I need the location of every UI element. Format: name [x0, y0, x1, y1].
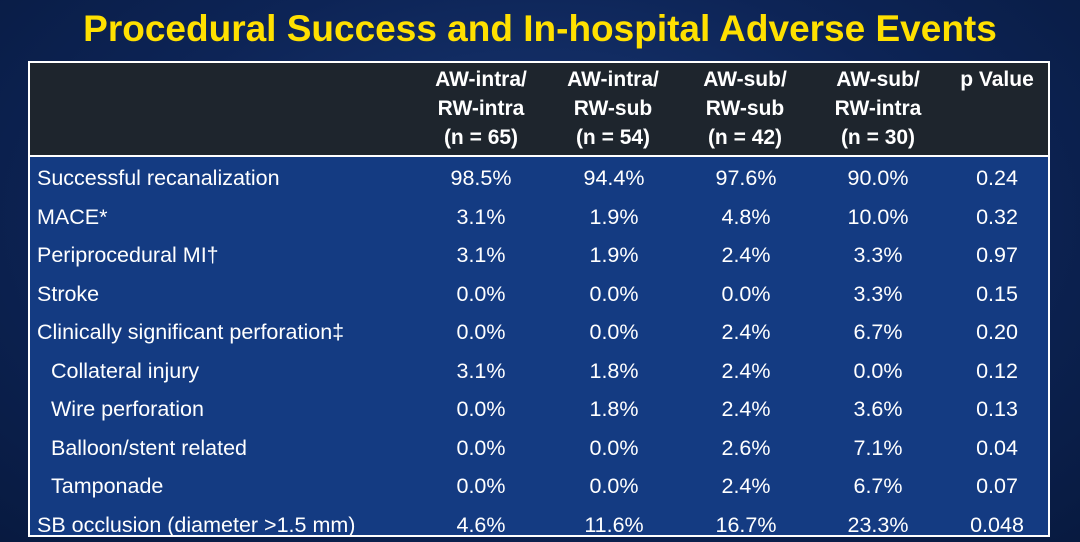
cell-value: 0.0% — [589, 320, 639, 344]
cell-value: 0.0% — [589, 435, 639, 460]
cell-value: 3.1% — [456, 204, 506, 229]
row-label: Wire perforation — [51, 397, 204, 421]
header-col-aw-sub-rw-sub: AW-sub/ RW-sub (n = 42) — [686, 65, 804, 152]
header-line: AW-intra/ — [567, 68, 659, 91]
header-line: RW-sub — [573, 97, 653, 120]
header-line: RW-sub — [705, 97, 785, 120]
cell-value: 3.6% — [853, 397, 903, 421]
cell-value: 4.8% — [721, 204, 771, 229]
cell-p-value: 0.20 — [976, 320, 1018, 344]
header-line: (n = 30) — [840, 126, 916, 149]
header-line: (n = 54) — [575, 126, 651, 149]
row-label: Tamponade — [51, 474, 164, 498]
results-table: AW-intra/ RW-intra (n = 65) AW-intra/ RW… — [28, 61, 1050, 537]
cell-value: 0.0% — [456, 281, 506, 306]
cell-value: 4.6% — [456, 512, 506, 537]
row-label: MACE* — [37, 204, 108, 229]
cell-value: 90.0% — [847, 166, 909, 190]
row-label: Periprocedural MI† — [37, 243, 219, 267]
header-col-aw-sub-rw-intra: AW-sub/ RW-intra (n = 30) — [816, 65, 940, 152]
cell-p-value: 0.04 — [976, 435, 1018, 460]
cell-value: 97.6% — [715, 166, 777, 190]
header-col-aw-intra-rw-intra: AW-intra/ RW-intra (n = 65) — [423, 65, 539, 152]
cell-value: 94.4% — [583, 166, 645, 190]
row-label: Collateral injury — [51, 358, 200, 383]
cell-p-value: 0.15 — [976, 281, 1018, 306]
cell-p-value: 0.32 — [976, 204, 1018, 229]
table-row: Tamponade 0.0% 0.0% 2.4% 6.7% 0.07 — [30, 467, 1048, 506]
table-row: Stroke 0.0% 0.0% 0.0% 3.3% 0.15 — [30, 275, 1048, 314]
cell-value: 3.3% — [853, 281, 903, 306]
header-line: (n = 42) — [707, 126, 783, 149]
cell-value: 2.4% — [721, 320, 771, 344]
cell-value: 0.0% — [589, 281, 639, 306]
header-line: AW-sub/ — [703, 68, 787, 91]
cell-value: 7.1% — [853, 435, 903, 460]
header-line: AW-intra/ — [435, 68, 527, 91]
cell-value: 2.4% — [721, 243, 771, 267]
cell-value: 1.8% — [589, 397, 639, 421]
table-header: AW-intra/ RW-intra (n = 65) AW-intra/ RW… — [30, 63, 1048, 157]
cell-value: 2.4% — [721, 358, 771, 383]
row-label: Stroke — [37, 281, 100, 306]
cell-value: 2.4% — [721, 474, 771, 498]
header-col-aw-intra-rw-sub: AW-intra/ RW-sub (n = 54) — [554, 65, 672, 152]
cell-value: 23.3% — [847, 512, 909, 537]
cell-value: 0.0% — [589, 474, 639, 498]
cell-value: 3.3% — [853, 243, 903, 267]
cell-value: 3.1% — [456, 358, 506, 383]
header-line: AW-sub/ — [836, 68, 920, 91]
cell-value: 6.7% — [853, 320, 903, 344]
cell-value: 0.0% — [456, 435, 506, 460]
cell-value: 3.1% — [456, 243, 506, 267]
header-line: RW-intra — [834, 97, 922, 120]
table-row: Balloon/stent related 0.0% 0.0% 2.6% 7.1… — [30, 429, 1048, 468]
cell-value: 1.8% — [589, 358, 639, 383]
table-row: Collateral injury 3.1% 1.8% 2.4% 0.0% 0.… — [30, 352, 1048, 391]
cell-value: 16.7% — [715, 512, 777, 537]
cell-p-value: 0.97 — [976, 243, 1018, 267]
cell-value: 6.7% — [853, 474, 903, 498]
cell-value: 98.5% — [450, 166, 512, 190]
slide-title: Procedural Success and In-hospital Adver… — [83, 8, 997, 49]
cell-value: 0.0% — [456, 474, 506, 498]
cell-value: 2.4% — [721, 397, 771, 421]
row-label: Clinically significant perforation‡ — [37, 320, 345, 344]
cell-value: 11.6% — [584, 512, 644, 537]
cell-value: 0.0% — [456, 320, 506, 344]
cell-value: 2.6% — [721, 435, 771, 460]
table-body: Successful recanalization 98.5% 94.4% 97… — [30, 159, 1048, 537]
cell-p-value: 0.13 — [976, 397, 1018, 421]
table-row: SB occlusion (diameter >1.5 mm) 4.6% 11.… — [30, 506, 1048, 537]
table-row: MACE* 3.1% 1.9% 4.8% 10.0% 0.32 — [30, 198, 1048, 237]
cell-value: 1.9% — [589, 243, 639, 267]
cell-value: 0.0% — [853, 358, 903, 383]
cell-value: 1.9% — [589, 204, 639, 229]
table-row: Periprocedural MI† 3.1% 1.9% 2.4% 3.3% 0… — [30, 236, 1048, 275]
row-label: SB occlusion (diameter >1.5 mm) — [37, 512, 356, 537]
header-line: (n = 65) — [443, 126, 519, 149]
cell-value: 0.0% — [456, 397, 506, 421]
table-row: Clinically significant perforation‡ 0.0%… — [30, 313, 1048, 352]
cell-p-value: 0.12 — [976, 358, 1018, 383]
cell-p-value: 0.24 — [976, 166, 1018, 190]
cell-value: 0.0% — [721, 281, 771, 306]
row-label: Successful recanalization — [37, 166, 280, 190]
cell-p-value: 0.048 — [970, 512, 1024, 537]
header-line: p Value — [960, 68, 1034, 91]
table-row: Wire perforation 0.0% 1.8% 2.4% 3.6% 0.1… — [30, 390, 1048, 429]
header-col-p-value: p Value — [942, 65, 1048, 94]
row-label: Balloon/stent related — [51, 435, 248, 460]
table-row: Successful recanalization 98.5% 94.4% 97… — [30, 159, 1048, 198]
cell-value: 10.0% — [847, 204, 909, 229]
header-line: RW-intra — [437, 97, 525, 120]
cell-p-value: 0.07 — [976, 474, 1018, 498]
